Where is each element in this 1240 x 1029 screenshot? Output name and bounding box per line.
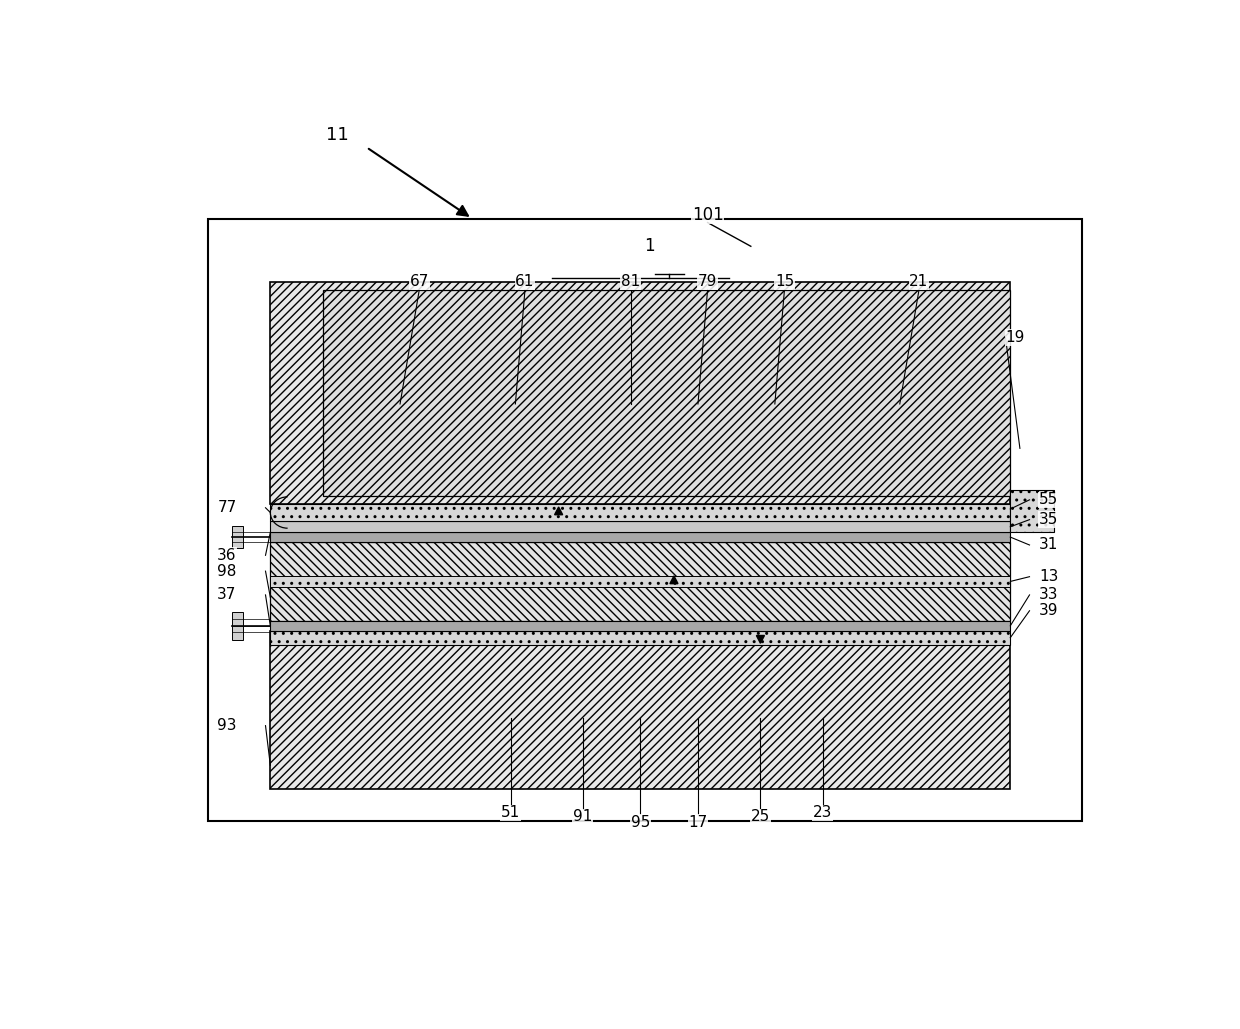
Text: 101: 101 bbox=[692, 206, 723, 223]
Text: 23: 23 bbox=[813, 806, 832, 820]
Text: 77: 77 bbox=[217, 500, 237, 516]
Bar bbox=[270, 622, 1011, 631]
Bar bbox=[208, 218, 1083, 821]
Text: 36: 36 bbox=[217, 547, 237, 563]
Bar bbox=[270, 576, 1011, 587]
Text: 79: 79 bbox=[698, 275, 717, 289]
Text: 1: 1 bbox=[645, 238, 655, 255]
Text: 21: 21 bbox=[909, 275, 929, 289]
Bar bbox=[270, 542, 1011, 622]
Text: 31: 31 bbox=[1039, 537, 1059, 553]
Text: 19: 19 bbox=[1006, 330, 1024, 345]
Text: 55: 55 bbox=[1039, 492, 1059, 507]
Bar bbox=[270, 532, 1011, 542]
Bar bbox=[232, 526, 243, 548]
Bar bbox=[270, 504, 1011, 522]
Text: 93: 93 bbox=[217, 718, 237, 733]
Bar bbox=[270, 522, 1011, 532]
Bar bbox=[324, 290, 1011, 496]
Bar bbox=[270, 631, 1011, 645]
Text: 15: 15 bbox=[775, 275, 794, 289]
Text: 39: 39 bbox=[1039, 603, 1059, 618]
Polygon shape bbox=[756, 636, 765, 643]
Text: 91: 91 bbox=[573, 809, 593, 824]
Text: 81: 81 bbox=[621, 275, 640, 289]
Text: 37: 37 bbox=[217, 588, 237, 602]
Bar bbox=[1011, 491, 1054, 532]
Text: 17: 17 bbox=[688, 815, 708, 829]
Text: 33: 33 bbox=[1039, 588, 1059, 602]
Text: 95: 95 bbox=[631, 815, 650, 829]
Text: 35: 35 bbox=[1039, 512, 1059, 527]
Text: 11: 11 bbox=[326, 127, 348, 144]
Text: 61: 61 bbox=[516, 275, 534, 289]
Text: 13: 13 bbox=[1039, 569, 1059, 584]
Bar bbox=[232, 611, 243, 640]
Bar bbox=[270, 282, 1011, 504]
Text: 25: 25 bbox=[750, 809, 770, 824]
Polygon shape bbox=[554, 507, 563, 514]
Polygon shape bbox=[670, 576, 678, 583]
Text: 98: 98 bbox=[217, 564, 237, 578]
Text: 67: 67 bbox=[409, 275, 429, 289]
Bar bbox=[270, 631, 1011, 789]
Text: 51: 51 bbox=[501, 806, 521, 820]
